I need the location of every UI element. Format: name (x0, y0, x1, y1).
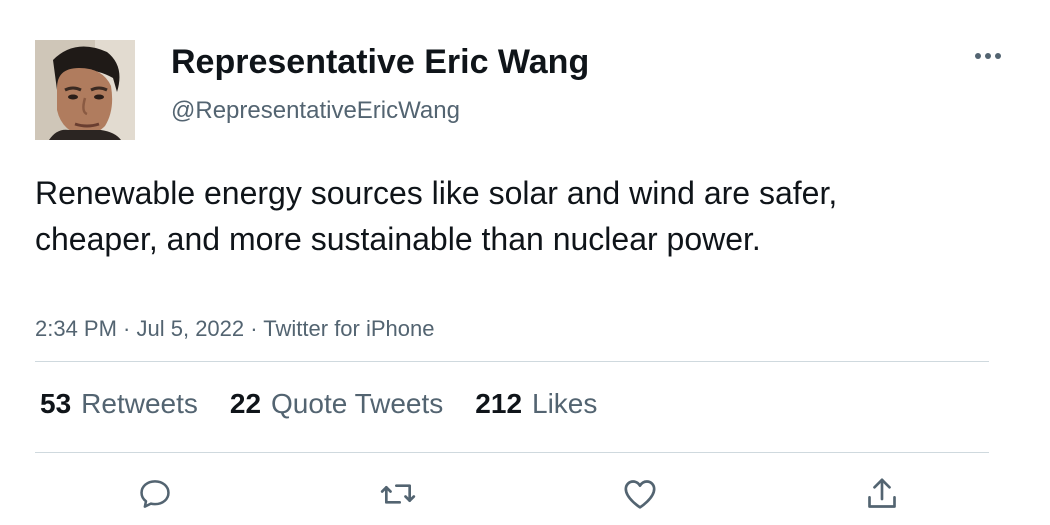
quote-tweets-stat[interactable]: 22 Quote Tweets (230, 384, 443, 424)
avatar[interactable] (35, 40, 135, 140)
retweets-count: 53 (40, 388, 72, 419)
retweet-icon (380, 484, 416, 504)
reply-button[interactable] (133, 472, 177, 516)
more-dots-icon (975, 53, 1001, 59)
more-options-button[interactable] (968, 40, 1008, 72)
share-icon (868, 478, 896, 508)
like-button[interactable] (618, 472, 662, 516)
quote-tweets-count: 22 (229, 388, 262, 419)
meta-separator: · (116, 316, 137, 341)
quote-tweets-label: Quote Tweets (271, 388, 444, 419)
profile-photo (35, 40, 135, 140)
author-handle[interactable]: @RepresentativeEricWang (171, 97, 460, 124)
tweet-text: Renewable energy sources like solar and … (35, 175, 838, 257)
divider (35, 452, 989, 453)
retweets-label: Retweets (81, 388, 198, 419)
like-icon (624, 480, 656, 509)
share-button[interactable] (860, 472, 904, 516)
tweet-time[interactable]: 2:34 PM (35, 316, 117, 341)
author-display-name[interactable]: Representative Eric Wang (171, 43, 590, 81)
likes-stat[interactable]: 212 Likes (475, 384, 597, 424)
likes-count: 212 (475, 388, 523, 419)
likes-label: Likes (532, 388, 598, 419)
tweet-meta: 2:34 PM · Jul 5, 2022 · Twitter for iPho… (35, 313, 434, 345)
retweets-stat[interactable]: 53 Retweets (40, 384, 198, 424)
tweet-date[interactable]: Jul 5, 2022 (136, 316, 245, 341)
tweet-source[interactable]: Twitter for iPhone (263, 316, 435, 341)
divider (35, 361, 989, 362)
tweet-stats: 53 Retweets 22 Quote Tweets 212 Likes (40, 384, 629, 424)
meta-separator: · (244, 316, 264, 341)
reply-icon (140, 480, 170, 508)
retweet-button[interactable] (376, 472, 420, 516)
